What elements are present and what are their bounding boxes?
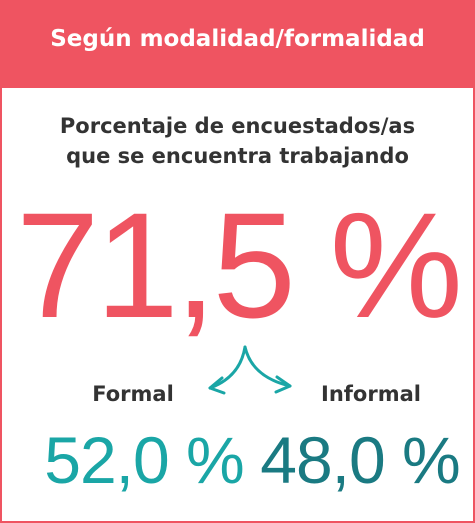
subtitle-line: Porcentaje de encuestados/as bbox=[59, 114, 416, 138]
arrow-right bbox=[243, 345, 292, 388]
informal-value: 48,0 % bbox=[260, 423, 460, 497]
formal-value: 52,0 % bbox=[44, 423, 244, 497]
header-title: Según modalidad/formalidad bbox=[50, 26, 425, 52]
arrow-right-head bbox=[274, 375, 292, 394]
total-value: 71,5 % bbox=[16, 181, 463, 349]
subtitle-line: que se encuentra trabajando bbox=[66, 144, 409, 168]
arrow-left-head bbox=[208, 376, 226, 395]
header-bar: Según modalidad/formalidad bbox=[2, 2, 473, 88]
informal-label: Informal bbox=[321, 382, 421, 406]
formal-label: Formal bbox=[92, 382, 174, 406]
